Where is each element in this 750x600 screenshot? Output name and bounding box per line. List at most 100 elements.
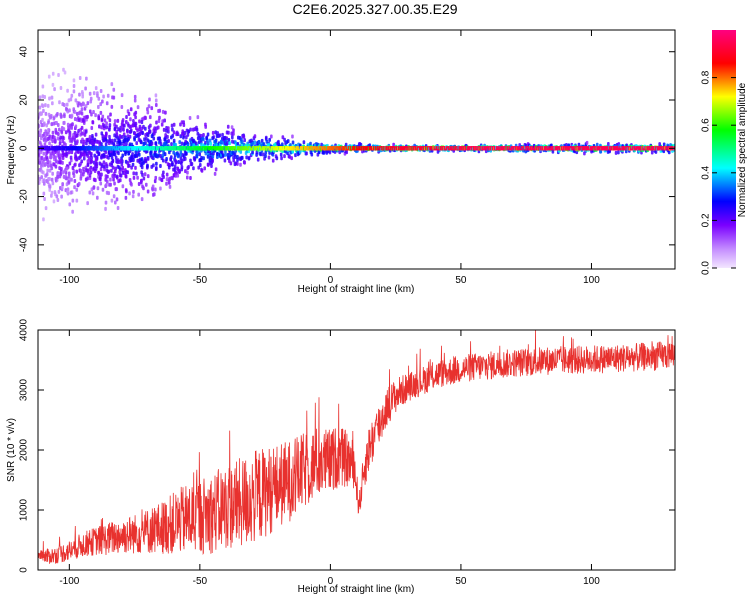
spectrogram-cell: [157, 118, 161, 123]
spectrogram-cell: [41, 94, 45, 99]
spectrogram-ridge-cell: [105, 146, 109, 151]
spectrogram-ridge-cell: [612, 146, 616, 151]
spectrogram-cell: [51, 181, 55, 186]
spectrogram-ridge-cell: [617, 146, 621, 151]
spectrogram-cell: [279, 152, 283, 157]
spectrogram-cell: [58, 174, 62, 179]
spectrogram-cell: [65, 166, 69, 171]
spectrogram-cell: [614, 150, 618, 155]
spectrogram-cell: [436, 149, 440, 154]
snr-y-label: SNR (10 * v/v): [6, 418, 17, 482]
spectrogram-cell: [86, 114, 89, 119]
spectrogram-ridge-cell: [193, 146, 197, 151]
spectrogram-cell: [205, 136, 208, 141]
spectrogram-cell: [46, 163, 50, 168]
spectrogram-cell: [256, 157, 260, 162]
spectrogram-ridge-cell: [184, 146, 188, 151]
spectrogram-cell: [97, 170, 101, 175]
spectrogram-cell: [42, 191, 46, 196]
spectrogram-cell: [226, 124, 230, 129]
spectrogram-cell: [41, 84, 45, 89]
spectrogram-cell: [126, 129, 129, 134]
spectrogram-cell: [68, 202, 72, 207]
spectrogram-cell: [211, 130, 215, 135]
spectrogram-cell: [155, 166, 158, 171]
spectrogram-cell: [102, 164, 106, 169]
spectrogram-ridge-cell: [412, 146, 416, 151]
spectrogram-ridge-cell: [199, 146, 203, 151]
spectrogram-cell: [136, 105, 140, 110]
spectrogram-cell: [129, 107, 133, 112]
spectrogram-cell: [120, 141, 123, 146]
spectrogram-cell: [138, 119, 141, 124]
spectrogram-ridge-cell: [654, 146, 658, 151]
spectrogram-cell: [117, 179, 120, 184]
spectrogram-ridge-cell: [445, 146, 449, 151]
spectrogram-ridge-cell: [389, 146, 393, 151]
spectrogram-cell: [154, 141, 158, 146]
spectrogram-cell: [142, 116, 145, 121]
spectrogram-cell: [57, 132, 60, 137]
spectrogram-cell: [60, 166, 63, 171]
spectrogram-cell: [72, 169, 76, 174]
spectrogram-ridge-cell: [274, 146, 278, 151]
spectrogram-cell: [38, 153, 41, 158]
spectrogram-cell: [267, 155, 271, 160]
spectrogram-ridge-cell: [226, 146, 230, 151]
spectrogram-cell: [162, 127, 166, 132]
spectrogram-cell: [234, 154, 237, 159]
spectrogram-ridge-cell: [414, 146, 418, 151]
spectrogram-ridge-cell: [581, 146, 585, 151]
spectrogram-cell: [183, 156, 187, 161]
spectrogram-ridge-cell: [163, 146, 167, 151]
colorbar-tick-label: 0.6: [701, 118, 712, 132]
spectrogram-cell: [146, 156, 150, 161]
spectrogram-cell: [58, 100, 61, 105]
spectrogram-cell: [109, 182, 112, 187]
spectrogram-cell: [103, 118, 107, 123]
spectrogram-cell: [75, 198, 79, 203]
spectrogram-ridge-cell: [314, 146, 318, 151]
spectrogram-cell: [196, 115, 200, 120]
spectrogram-cell: [232, 158, 236, 163]
spectrogram-ridge-cell: [126, 146, 130, 151]
spectrogram-cell: [320, 142, 323, 147]
spectrogram-ridge-cell: [101, 146, 105, 151]
spectrogram-ridge-cell: [485, 146, 489, 151]
spectrogram-cell: [172, 138, 176, 143]
spectrogram-cell: [101, 187, 105, 192]
spectrogram-ridge-cell: [537, 146, 541, 151]
spectrogram-ridge-cell: [450, 146, 454, 151]
spectrogram-cell: [112, 177, 115, 182]
spectrogram-cell: [51, 171, 54, 176]
snr-y-tick-label: 4000: [19, 318, 30, 341]
spectrogram-ridge-cell: [122, 146, 126, 151]
snr-y-tick-label: 3000: [19, 378, 30, 401]
spectrogram-cell: [73, 117, 77, 122]
spectrogram-cell: [197, 140, 201, 145]
spectrogram-cell: [210, 163, 213, 168]
spectrogram-cell: [119, 159, 123, 164]
spectrogram-ridge-cell: [585, 146, 589, 151]
spectrogram-ridge-cell: [397, 146, 401, 151]
spectrogram-cell: [173, 164, 177, 169]
spectrogram-cell: [142, 124, 145, 129]
spectrogram-ridge-cell: [516, 146, 520, 151]
spectrogram-cell: [99, 167, 103, 172]
spectrogram-cell: [180, 167, 184, 172]
spectrogram-cell: [121, 184, 125, 189]
spectrogram-cell: [146, 110, 150, 115]
snr-series-line: [38, 330, 675, 564]
spectrogram-ridge-cell: [305, 146, 309, 151]
spectrogram-cell: [271, 158, 275, 163]
spectrogram-cell: [90, 159, 93, 164]
spectrogram-cell: [167, 138, 170, 143]
spectrogram-ridge-cell: [660, 146, 664, 151]
spectrogram-ridge-cell: [312, 146, 316, 151]
spectrogram-ridge-cell: [272, 146, 276, 151]
spectrogram-ridge-cell: [544, 146, 548, 151]
spectrogram-cell: [89, 170, 93, 175]
spectrogram-ridge-cell: [385, 146, 389, 151]
spectrogram-cell: [62, 152, 66, 157]
spectrogram-cell: [153, 131, 156, 136]
